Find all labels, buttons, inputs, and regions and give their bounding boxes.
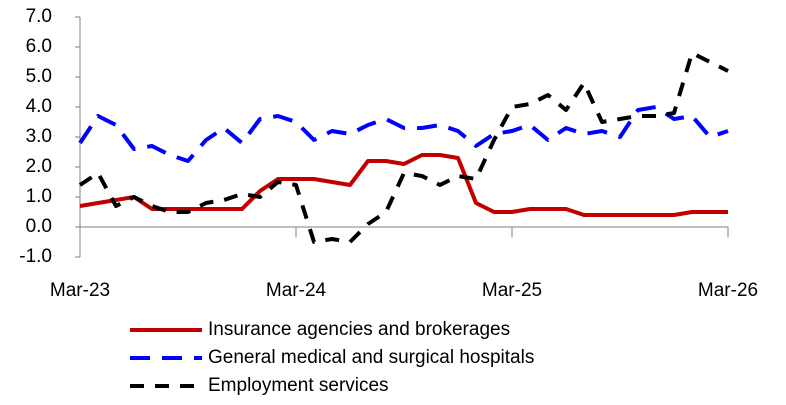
legend-label: General medical and surgical hospitals: [208, 347, 534, 368]
x-tick-label: Mar-25: [482, 280, 542, 301]
x-tick-label: Mar-24: [266, 280, 327, 301]
series-line: [79, 153, 728, 217]
y-tick-label: 0.0: [26, 216, 52, 237]
y-tick-label: 6.0: [26, 36, 52, 57]
y-tick-label: -1.0: [19, 246, 52, 267]
y-tick-label: 2.0: [26, 156, 52, 177]
y-tick-label: 7.0: [26, 6, 52, 27]
series-line: [78, 105, 729, 163]
series-line: [78, 51, 729, 244]
y-tick-label: 1.0: [26, 186, 52, 207]
legend-label: Insurance agencies and brokerages: [208, 319, 510, 340]
x-tick-label: Mar-23: [50, 280, 110, 301]
y-tick-label: 4.0: [26, 96, 52, 117]
legend-label: Employment services: [208, 375, 389, 396]
y-tick-label: 3.0: [26, 126, 52, 147]
y-tick-label: 5.0: [26, 66, 52, 87]
x-tick-label: Mar-26: [698, 280, 758, 301]
